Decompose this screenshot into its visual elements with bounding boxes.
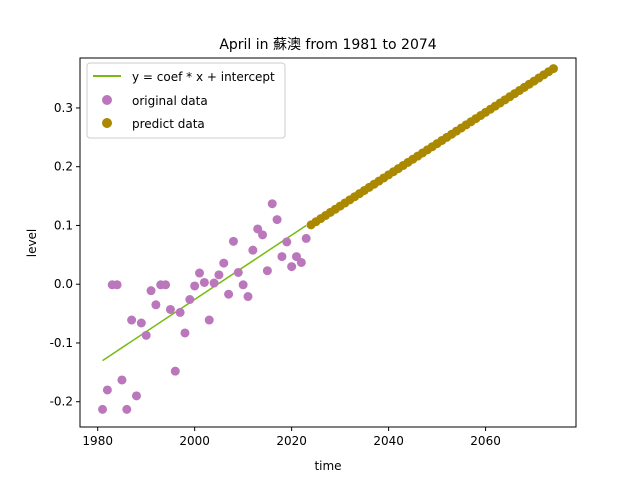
x-tick-label: 1980 (82, 434, 113, 448)
original-data-point (282, 237, 292, 247)
original-data-point (267, 199, 277, 209)
original-data-point (122, 404, 132, 414)
original-data-point (296, 257, 306, 267)
original-data-point (180, 328, 190, 338)
y-axis: -0.2 -0.1 0.0 0.1 0.2 0.3 (50, 101, 80, 409)
original-data-point (175, 307, 185, 317)
x-tick-label: 2020 (276, 434, 307, 448)
original-data-point (146, 286, 156, 296)
x-tick-label: 2000 (179, 434, 210, 448)
original-data-point (170, 366, 180, 376)
original-data-point (127, 315, 137, 325)
original-data-point (117, 375, 127, 385)
original-data-point (233, 267, 243, 277)
predict-data-point (548, 64, 558, 74)
legend-marker-predict (102, 118, 112, 128)
y-tick-label: 0.2 (54, 160, 73, 174)
original-data-point (228, 236, 238, 246)
legend-label-predict: predict data (132, 117, 205, 131)
original-data-point (209, 278, 219, 288)
original-data-point (214, 270, 224, 280)
chart-title: April in 蘇澳 from 1981 to 2074 (219, 37, 436, 53)
legend: y = coef * x + intercept original data p… (86, 62, 286, 139)
y-tick-label: 0.1 (54, 218, 73, 232)
original-data-point (141, 330, 151, 340)
y-tick-label: 0.0 (54, 277, 73, 291)
x-axis-label: time (314, 459, 341, 473)
original-data-point (190, 281, 200, 291)
y-tick-label: 0.3 (54, 101, 73, 115)
original-data-point (112, 280, 122, 290)
legend-label-original: original data (132, 94, 208, 108)
x-tick-label: 2060 (470, 434, 501, 448)
original-data-point (185, 294, 195, 304)
x-tick-label: 2040 (373, 434, 404, 448)
y-axis-label: level (25, 229, 39, 258)
original-data-point (195, 268, 205, 278)
original-data-point (199, 277, 209, 287)
original-data-point (165, 304, 175, 314)
original-data-point (151, 300, 161, 310)
original-data-point (248, 245, 258, 255)
fit-line (102, 224, 307, 362)
original-data-point (131, 391, 141, 401)
original-data-point (301, 233, 311, 243)
original-data-point (243, 292, 253, 302)
original-data-point (258, 230, 268, 240)
original-data-point (272, 215, 282, 225)
legend-marker-original (102, 95, 112, 105)
plot-frame (79, 57, 577, 428)
original-data-point (224, 289, 234, 299)
original-data-point (262, 266, 272, 276)
original-data-point (98, 404, 108, 414)
original-data-point (219, 258, 229, 268)
original-data-point (277, 252, 287, 262)
x-axis: 1980 2000 2020 2040 2060 (82, 427, 501, 448)
original-data-point (102, 385, 112, 395)
original-data-point (161, 280, 171, 290)
y-tick-label: -0.1 (50, 336, 73, 350)
original-data-point (204, 315, 214, 325)
y-tick-label: -0.2 (50, 395, 73, 409)
legend-label-fit: y = coef * x + intercept (132, 70, 275, 84)
plot-area (98, 64, 558, 414)
original-data-point (238, 280, 248, 290)
original-data-point (287, 262, 297, 272)
legend-frame (86, 62, 286, 139)
original-data-point (136, 318, 146, 328)
